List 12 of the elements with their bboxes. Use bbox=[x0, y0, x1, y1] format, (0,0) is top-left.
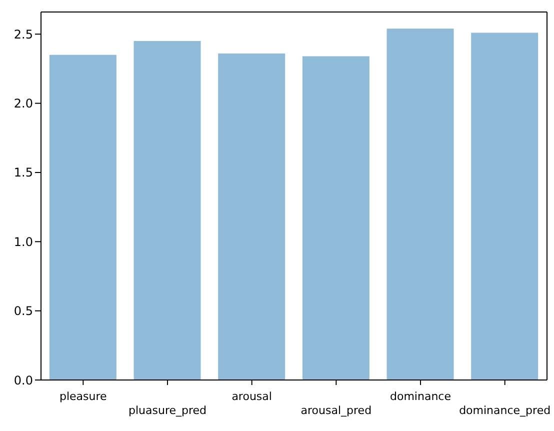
y-tick-label: 0.5 bbox=[14, 304, 33, 318]
x-tick-label: dominance_pred bbox=[459, 404, 551, 417]
x-tick-label: dominance bbox=[390, 390, 452, 403]
y-tick-label: 0.0 bbox=[14, 373, 33, 388]
x-tick-label: pluasure_pred bbox=[128, 404, 207, 417]
x-tick-label: arousal bbox=[232, 390, 272, 403]
x-tick-label: pleasure bbox=[60, 390, 108, 403]
x-tick-label: arousal_pred bbox=[300, 404, 372, 417]
y-tick-label: 1.0 bbox=[14, 234, 33, 249]
y-tick-label: 2.5 bbox=[14, 27, 33, 42]
y-tick-label: 2.0 bbox=[14, 96, 33, 111]
y-tick-label: 1.5 bbox=[14, 166, 33, 180]
